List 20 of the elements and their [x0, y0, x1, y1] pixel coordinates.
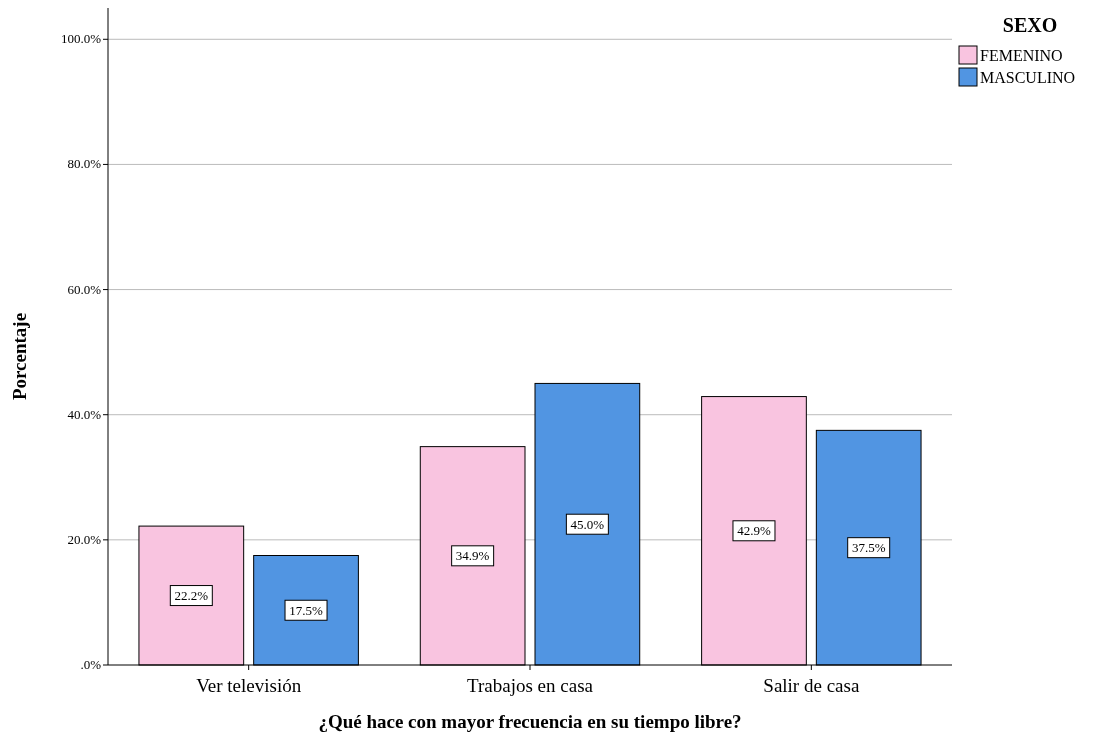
x-tick-label: Salir de casa: [763, 675, 860, 696]
data-label: 17.5%: [289, 602, 323, 618]
y-tick-label: 80.0%: [67, 156, 102, 172]
legend-title: SEXO: [1002, 14, 1058, 36]
y-axis-title: Porcentaje: [9, 312, 30, 401]
data-label: 45.0%: [570, 516, 605, 532]
x-tick-label: Trabajos en casa: [467, 675, 594, 696]
y-tick-label: 100.0%: [60, 31, 102, 47]
data-label: 42.9%: [737, 523, 771, 539]
y-tick-label: 40.0%: [67, 406, 102, 422]
y-tick-label: 60.0%: [67, 281, 102, 297]
x-axis-title: ¿Qué hace con mayor frecuencia en su tiempo libre?: [318, 711, 742, 732]
data-label: 37.5%: [851, 540, 886, 556]
legend-label: FEMENINO: [980, 47, 1063, 64]
data-label: 22.2%: [174, 588, 209, 604]
y-tick-label: 20.0%: [67, 531, 102, 547]
x-tick-label: Ver televisión: [196, 675, 302, 696]
data-label: 34.9%: [455, 548, 490, 564]
y-tick-label: .0%: [80, 657, 102, 672]
legend-label: MASCULINO: [980, 69, 1076, 86]
